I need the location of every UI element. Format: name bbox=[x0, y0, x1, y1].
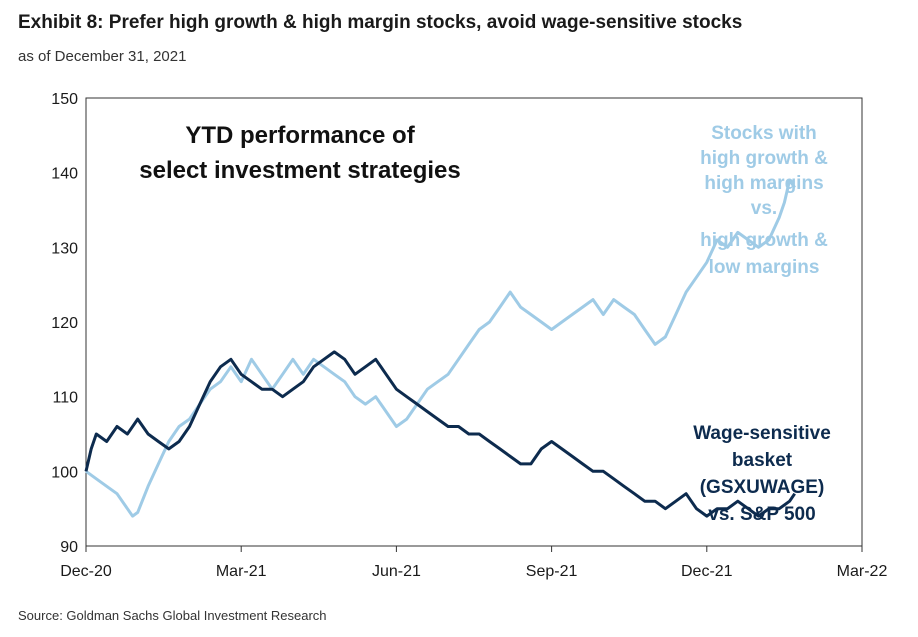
y-axis: 90 100 110 120 130 140 150 bbox=[51, 91, 78, 556]
series-label-line: basket bbox=[732, 450, 793, 471]
series-label-wage-sensitive: Wage-sensitive basket (GSXUWAGE) vs. S&P… bbox=[693, 423, 831, 525]
plot-frame bbox=[85, 97, 863, 547]
series-label-line: high growth & bbox=[700, 148, 828, 169]
source-note: Source: Goldman Sachs Global Investment … bbox=[18, 608, 327, 623]
series-line-wage-sensitive bbox=[84, 350, 796, 518]
x-tick-label: Dec-20 bbox=[60, 563, 112, 580]
y-tick-label: 110 bbox=[52, 390, 78, 407]
x-tick-label: Sep-21 bbox=[526, 563, 578, 580]
x-axis: Dec-20 Mar-21 Jun-21 Sep-21 Dec-21 Mar-22 bbox=[60, 546, 887, 580]
series-label-high-margins: Stocks with high growth & high margins v… bbox=[700, 123, 828, 278]
series-label-line: high margins bbox=[704, 173, 823, 194]
x-tick-label: Mar-21 bbox=[216, 563, 267, 580]
series-label-line: vs. S&P 500 bbox=[708, 504, 815, 525]
y-tick-label: 140 bbox=[51, 166, 78, 183]
x-tick-label: Dec-21 bbox=[681, 563, 733, 580]
series-label-line: (GSXUWAGE) bbox=[700, 477, 825, 498]
series-label-line: high growth & bbox=[700, 230, 828, 251]
series-lines bbox=[84, 178, 796, 518]
y-tick-label: 130 bbox=[51, 240, 78, 257]
series-label-line: low margins bbox=[709, 257, 820, 278]
y-tick-label: 120 bbox=[51, 315, 78, 332]
chart-title-line-1: YTD performance of bbox=[185, 122, 415, 149]
x-tick-label: Mar-22 bbox=[837, 563, 888, 580]
series-label-line: vs. bbox=[751, 198, 777, 219]
series-label-line: Wage-sensitive bbox=[693, 423, 831, 444]
chart-title-line-2: select investment strategies bbox=[139, 157, 460, 184]
exhibit-subtitle: as of December 31, 2021 bbox=[18, 48, 187, 65]
exhibit-title: Exhibit 8: Prefer high growth & high mar… bbox=[18, 12, 743, 33]
y-tick-label: 90 bbox=[60, 539, 78, 556]
performance-chart: 90 100 110 120 130 140 150 Dec-20 Mar-21 Jun-21 S… bbox=[51, 91, 887, 580]
y-tick-label: 100 bbox=[51, 464, 78, 481]
series-label-line: Stocks with bbox=[711, 123, 817, 144]
x-tick-label: Jun-21 bbox=[372, 563, 421, 580]
y-tick-label: 150 bbox=[51, 91, 78, 108]
